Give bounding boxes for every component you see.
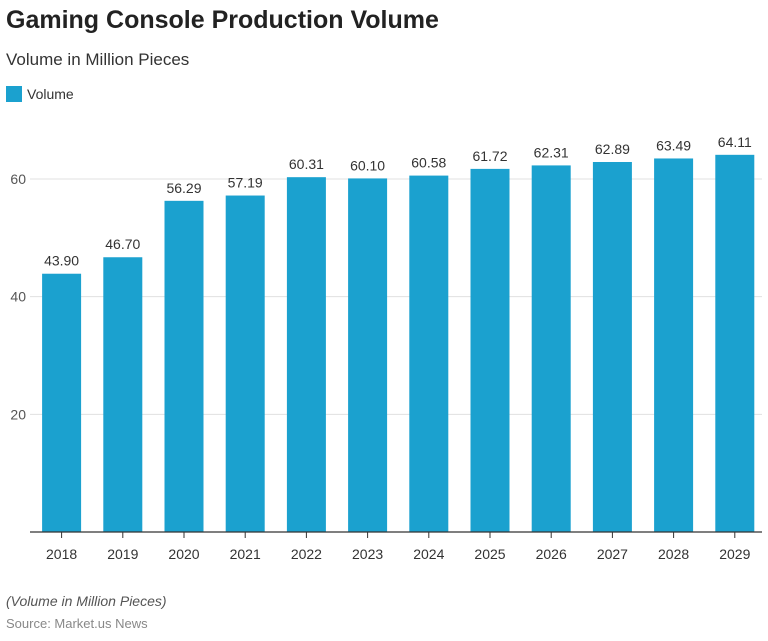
bar — [592, 161, 632, 532]
data-label: 63.49 — [656, 137, 691, 153]
data-label: 43.90 — [44, 253, 79, 269]
y-tick-label: 20 — [10, 406, 26, 422]
legend-label: Volume — [27, 86, 74, 102]
data-label: 62.89 — [595, 141, 630, 157]
data-label: 56.29 — [166, 180, 201, 196]
bar — [654, 158, 694, 532]
data-label: 60.58 — [411, 155, 446, 171]
chart-title: Gaming Console Production Volume — [6, 6, 439, 34]
bar — [409, 175, 449, 533]
source-text: Source: Market.us News — [6, 616, 148, 631]
x-tick-label: 2029 — [719, 546, 750, 562]
bar — [286, 177, 326, 533]
x-tick-label: 2018 — [46, 546, 77, 562]
data-label: 57.19 — [228, 175, 263, 191]
x-tick-label: 2025 — [474, 546, 505, 562]
x-tick-label: 2022 — [291, 546, 322, 562]
bar — [348, 178, 388, 532]
legend-swatch — [6, 86, 22, 102]
chart-note: (Volume in Million Pieces) — [6, 593, 167, 609]
bar — [470, 168, 510, 532]
bar — [225, 195, 265, 532]
x-tick-label: 2028 — [658, 546, 689, 562]
x-tick-label: 2019 — [107, 546, 138, 562]
x-tick-label: 2026 — [536, 546, 567, 562]
y-tick-label: 60 — [10, 171, 26, 187]
bar — [164, 200, 204, 533]
data-label: 64.11 — [718, 134, 752, 150]
x-tick-label: 2021 — [230, 546, 261, 562]
bar — [531, 165, 571, 533]
data-label: 60.31 — [289, 156, 324, 172]
bar — [42, 273, 82, 532]
y-tick-label: 40 — [10, 289, 26, 305]
chart-subtitle: Volume in Million Pieces — [6, 50, 190, 69]
data-label: 60.10 — [350, 157, 385, 173]
bar — [103, 257, 143, 532]
x-tick-label: 2020 — [168, 546, 199, 562]
bar — [715, 154, 755, 532]
x-tick-label: 2023 — [352, 546, 383, 562]
x-tick-label: 2024 — [413, 546, 444, 562]
x-tick-label: 2027 — [597, 546, 628, 562]
legend: Volume — [6, 86, 74, 102]
data-label: 62.31 — [534, 144, 569, 160]
data-label: 46.70 — [105, 236, 140, 252]
data-label: 61.72 — [472, 148, 507, 164]
